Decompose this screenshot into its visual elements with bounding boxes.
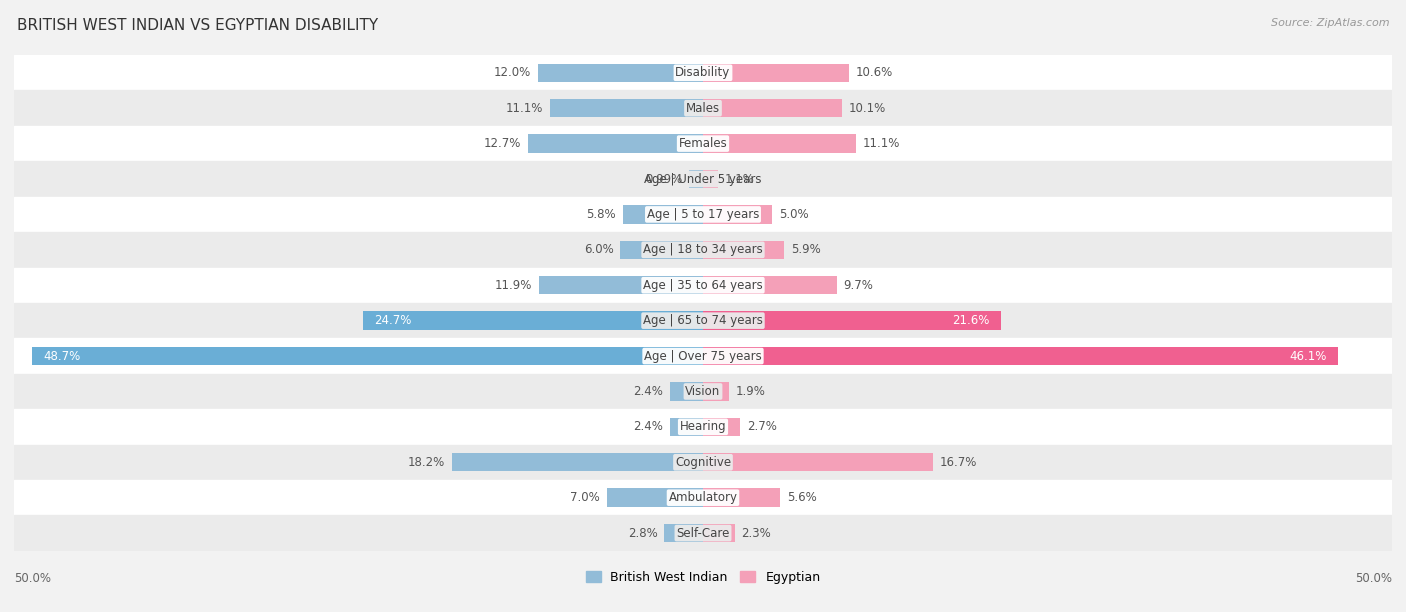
Bar — [703, 241, 785, 259]
Bar — [703, 417, 740, 436]
Bar — [606, 488, 703, 507]
Text: 11.1%: 11.1% — [506, 102, 543, 114]
Text: 11.9%: 11.9% — [495, 278, 531, 292]
Text: 7.0%: 7.0% — [569, 491, 599, 504]
Text: Age | 5 to 17 years: Age | 5 to 17 years — [647, 208, 759, 221]
Text: BRITISH WEST INDIAN VS EGYPTIAN DISABILITY: BRITISH WEST INDIAN VS EGYPTIAN DISABILI… — [17, 18, 378, 34]
Bar — [703, 276, 837, 294]
Bar — [703, 99, 842, 118]
Text: 2.8%: 2.8% — [628, 526, 658, 540]
Text: 10.6%: 10.6% — [856, 66, 893, 80]
Bar — [14, 267, 1392, 303]
Text: 11.1%: 11.1% — [863, 137, 900, 150]
Text: 12.7%: 12.7% — [484, 137, 522, 150]
Text: 5.0%: 5.0% — [779, 208, 808, 221]
Text: 2.4%: 2.4% — [633, 385, 664, 398]
Text: Ambulatory: Ambulatory — [668, 491, 738, 504]
Bar — [703, 170, 718, 188]
Bar — [703, 488, 780, 507]
Text: 50.0%: 50.0% — [1355, 572, 1392, 585]
Bar — [14, 409, 1392, 444]
Text: 18.2%: 18.2% — [408, 456, 446, 469]
Bar — [453, 453, 703, 471]
Bar — [703, 524, 735, 542]
Bar — [14, 232, 1392, 267]
Text: Age | 18 to 34 years: Age | 18 to 34 years — [643, 244, 763, 256]
Bar — [537, 64, 703, 82]
Text: Source: ZipAtlas.com: Source: ZipAtlas.com — [1271, 18, 1389, 28]
Bar — [703, 312, 1001, 330]
Bar — [703, 64, 849, 82]
Text: 10.1%: 10.1% — [849, 102, 886, 114]
Bar — [623, 205, 703, 223]
Bar — [669, 382, 703, 401]
Text: 50.0%: 50.0% — [14, 572, 51, 585]
Text: 12.0%: 12.0% — [494, 66, 531, 80]
Text: 46.1%: 46.1% — [1289, 349, 1327, 362]
Text: Age | Under 5 years: Age | Under 5 years — [644, 173, 762, 185]
Bar — [14, 515, 1392, 551]
Text: 5.6%: 5.6% — [787, 491, 817, 504]
Text: 1.1%: 1.1% — [725, 173, 755, 185]
Bar — [14, 162, 1392, 196]
Bar — [689, 170, 703, 188]
Text: 9.7%: 9.7% — [844, 278, 873, 292]
Bar — [669, 417, 703, 436]
Bar — [14, 374, 1392, 409]
Bar — [14, 55, 1392, 91]
Bar — [703, 453, 934, 471]
Bar — [14, 444, 1392, 480]
Text: 1.9%: 1.9% — [737, 385, 766, 398]
Text: 48.7%: 48.7% — [44, 349, 80, 362]
Bar — [14, 126, 1392, 162]
Text: 5.8%: 5.8% — [586, 208, 616, 221]
Text: 0.99%: 0.99% — [645, 173, 682, 185]
Text: Age | 35 to 64 years: Age | 35 to 64 years — [643, 278, 763, 292]
Text: Vision: Vision — [685, 385, 721, 398]
Bar — [703, 135, 856, 153]
Bar — [32, 347, 703, 365]
Bar — [620, 241, 703, 259]
Text: 21.6%: 21.6% — [952, 314, 990, 327]
Bar — [14, 303, 1392, 338]
Text: Females: Females — [679, 137, 727, 150]
Bar — [665, 524, 703, 542]
Legend: British West Indian, Egyptian: British West Indian, Egyptian — [581, 566, 825, 589]
Text: 2.7%: 2.7% — [747, 420, 778, 433]
Text: 2.4%: 2.4% — [633, 420, 664, 433]
Text: 16.7%: 16.7% — [941, 456, 977, 469]
Bar — [14, 91, 1392, 126]
Text: Age | 65 to 74 years: Age | 65 to 74 years — [643, 314, 763, 327]
Bar — [703, 205, 772, 223]
Text: Age | Over 75 years: Age | Over 75 years — [644, 349, 762, 362]
Text: 6.0%: 6.0% — [583, 244, 613, 256]
Text: Hearing: Hearing — [679, 420, 727, 433]
Bar — [14, 196, 1392, 232]
Bar — [703, 347, 1339, 365]
Bar — [14, 480, 1392, 515]
Text: 5.9%: 5.9% — [792, 244, 821, 256]
Bar — [703, 382, 730, 401]
Text: 24.7%: 24.7% — [374, 314, 411, 327]
Bar — [363, 312, 703, 330]
Bar — [538, 276, 703, 294]
Text: Males: Males — [686, 102, 720, 114]
Bar — [529, 135, 703, 153]
Text: 2.3%: 2.3% — [741, 526, 772, 540]
Text: Self-Care: Self-Care — [676, 526, 730, 540]
Text: Cognitive: Cognitive — [675, 456, 731, 469]
Bar — [550, 99, 703, 118]
Bar — [14, 338, 1392, 374]
Text: Disability: Disability — [675, 66, 731, 80]
